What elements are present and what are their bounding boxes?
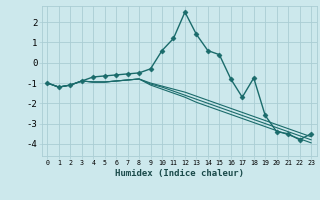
X-axis label: Humidex (Indice chaleur): Humidex (Indice chaleur) bbox=[115, 169, 244, 178]
